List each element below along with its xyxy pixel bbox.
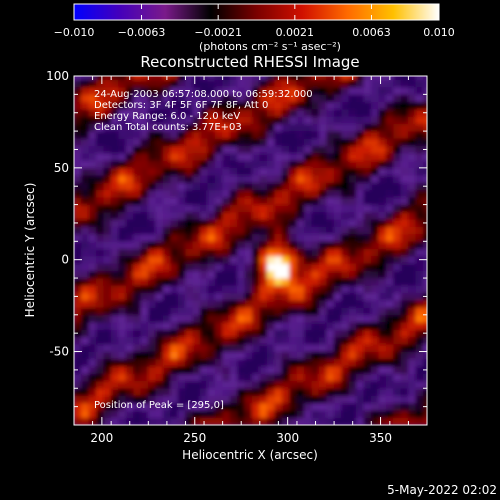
- colorbar-tick-label: 0.0021: [276, 26, 315, 39]
- y-tick-label: -50: [49, 345, 69, 359]
- colorbar-tick-label: −0.010: [54, 26, 95, 39]
- axis-ticks: 200 250 300 350 -50 0 50 100: [46, 69, 428, 445]
- x-axis-label: Heliocentric X (arcsec): [182, 448, 318, 462]
- annotation-time-range: 24-Aug-2003 06:57:08.000 to 06:59:32.000: [94, 89, 313, 100]
- colorbar-tick-label: −0.0063: [118, 26, 166, 39]
- plot-frame: [73, 75, 428, 426]
- chart-title: Reconstructed RHESSI Image: [140, 53, 359, 71]
- colorbar-tick-label: 0.010: [423, 26, 455, 39]
- annotation-peak-position: Position of Peak = [295,0]: [94, 400, 224, 411]
- colorbar: [74, 4, 439, 20]
- colorbar-frame: [73, 3, 440, 21]
- annotation-detectors: Detectors: 3F 4F 5F 6F 7F 8F, Att 0: [94, 100, 268, 111]
- x-tick-label: 200: [90, 431, 113, 445]
- heatmap-image: [74, 76, 427, 425]
- colorbar-ticks: −0.010 −0.0063 −0.0021 0.0021 0.0063 0.010: [54, 4, 455, 39]
- y-tick-label: 100: [46, 69, 69, 83]
- colorbar-tick-label: 0.0063: [352, 26, 391, 39]
- x-tick-label: 350: [369, 431, 392, 445]
- y-tick-label: 50: [54, 161, 69, 175]
- annotation-clean-counts: Clean Total counts: 3.77E+03: [94, 122, 242, 133]
- colorbar-tick-label: −0.0021: [194, 26, 242, 39]
- x-tick-label: 250: [183, 431, 206, 445]
- annotation-energy: Energy Range: 6.0 - 12.0 keV: [94, 111, 240, 122]
- x-tick-label: 300: [276, 431, 299, 445]
- y-tick-label: 0: [61, 253, 69, 267]
- y-axis-label: Heliocentric Y (arcsec): [23, 183, 37, 318]
- colorbar-label: (photons cm⁻² s⁻¹ asec⁻²): [199, 40, 341, 53]
- footer-timestamp: 5-May-2022 02:02: [387, 483, 497, 497]
